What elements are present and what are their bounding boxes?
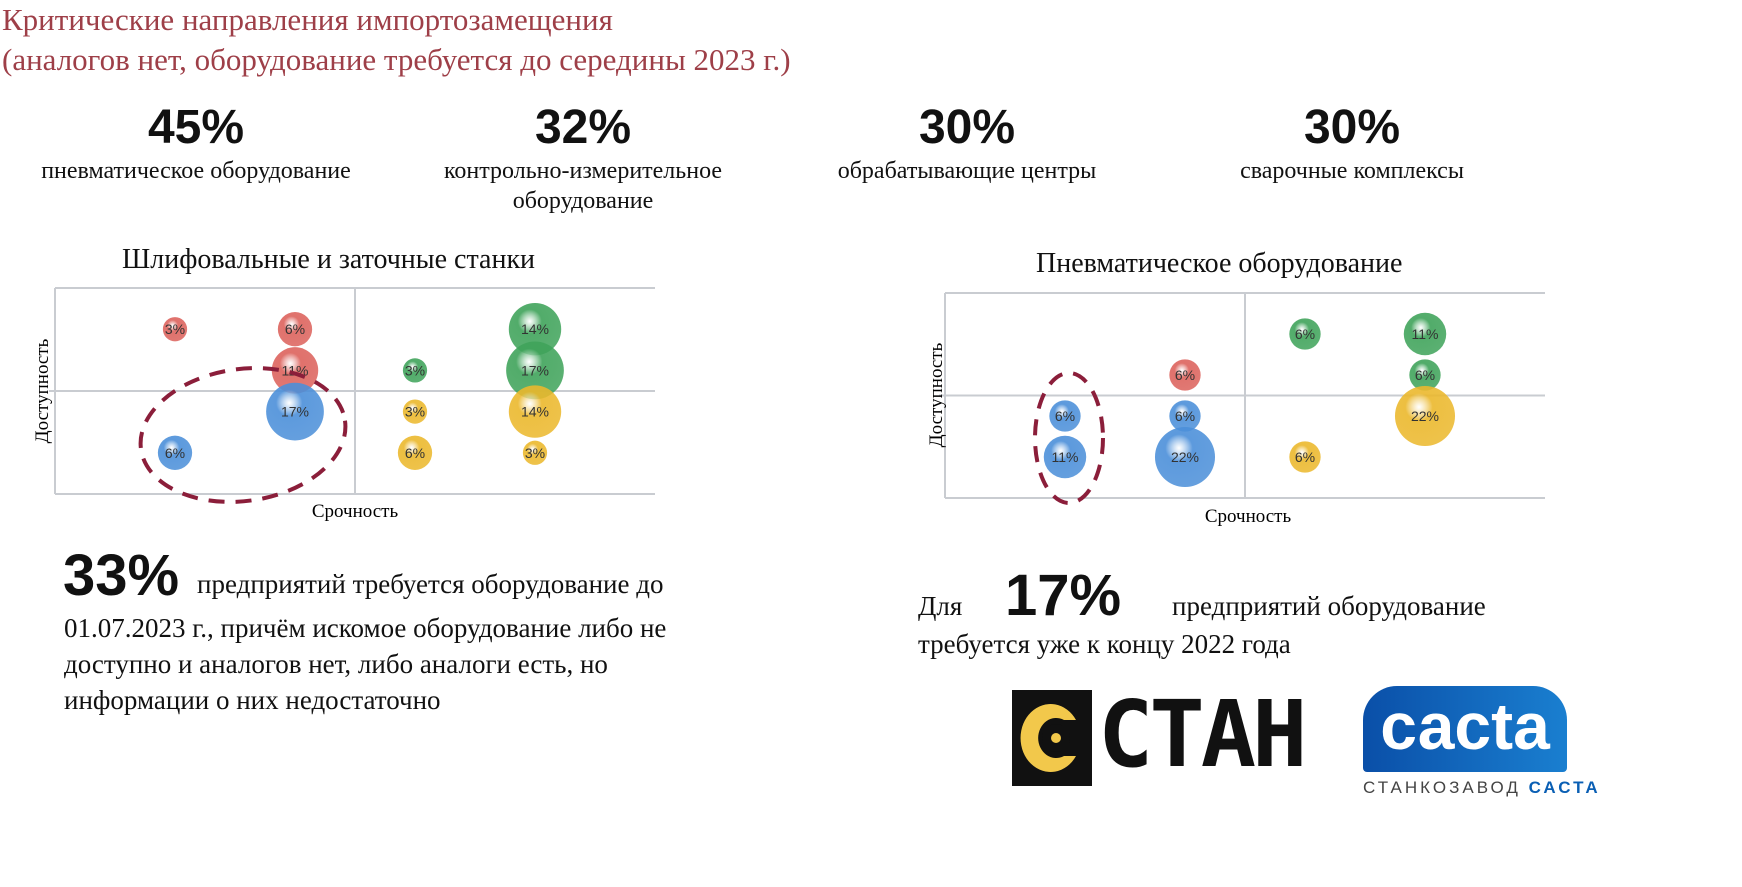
stat-pneumatic: 45% пневматическое оборудование [6, 100, 386, 186]
left-note-line1: предприятий требуется оборудование до [197, 569, 664, 599]
right-note-prefix: Для [918, 591, 963, 621]
chart2-title: Пневматическое оборудование [1036, 248, 1403, 279]
bubble-label: 3% [405, 362, 425, 378]
bubble-label: 6% [1415, 367, 1435, 383]
stan-logo-mark [1012, 690, 1092, 786]
stat-value: 30% [1303, 101, 1401, 154]
stat-label: обрабатывающие центры [837, 158, 1097, 184]
bubble-yellow [397, 435, 433, 470]
chart1-title: Шлифовальные и заточные станки [122, 244, 536, 275]
stat-value: 32% [534, 101, 632, 154]
sasta-caption: СТАНКОЗАВОД САСТА [1363, 778, 1601, 798]
bubble-label: 17% [521, 362, 549, 378]
right-note-value: 17% [1005, 563, 1122, 628]
sasta-logo: сасta [1363, 686, 1567, 772]
bubble-label: 14% [521, 321, 549, 337]
x-axis-label: Срочность [312, 501, 399, 522]
bubble-green [508, 303, 562, 356]
right-note-suffix: предприятий оборудование [1172, 591, 1486, 621]
bubble-label: 6% [1295, 449, 1315, 465]
bubble-chart-pneumatic: Срочность Доступность 6% 11% 6% 6% 22% 6% 6% 11% 6… [926, 292, 1545, 527]
bubble-label: 6% [165, 445, 185, 461]
left-note-line4: информации о них недостаточно [64, 685, 441, 715]
stat-welding: 30% сварочные комплексы [1162, 100, 1542, 186]
right-note-line2: требуется уже к концу 2022 года [918, 629, 1291, 659]
bubble-blue [1154, 426, 1216, 488]
stat-value: 30% [918, 101, 1016, 154]
bubble-green [1403, 312, 1447, 356]
bubble-blue [1169, 400, 1201, 432]
bubble-label: 3% [165, 321, 185, 337]
left-note-line2: 01.07.2023 г., причём искомое оборудован… [64, 613, 667, 643]
stan-logo-text: СТАН [1098, 681, 1308, 788]
bubble-label: 6% [1175, 408, 1195, 424]
bubble-green [506, 341, 564, 400]
gear-icon [1020, 704, 1076, 772]
stat-machining-centers: 30% обрабатывающие центры [777, 100, 1157, 186]
bubble-blue [1049, 400, 1081, 432]
bubble-label: 6% [1175, 367, 1195, 383]
sasta-caption-b: САСТА [1528, 778, 1601, 797]
bubble-red [271, 347, 319, 394]
bubble-yellow [508, 385, 562, 438]
bubble-red [1169, 359, 1201, 391]
y-axis-label: Доступность [32, 338, 53, 443]
bubble-green [1409, 359, 1441, 391]
bubble-blue [266, 382, 324, 441]
bubble-label: 11% [1052, 449, 1079, 465]
bubble-label: 6% [1295, 326, 1315, 342]
bubble-blue [157, 435, 193, 470]
bubble-label: 3% [405, 404, 425, 420]
stat-measuring: 32% контрольно-измерительное оборудовани… [393, 100, 773, 216]
stat-value: 45% [147, 101, 245, 154]
bubble-red [162, 317, 188, 342]
page-title-line1: Критические направления импортозамещения [2, 2, 613, 37]
stat-label: сварочные комплексы [1240, 158, 1464, 184]
bubble-label: 6% [285, 321, 305, 337]
sasta-caption-a: СТАНКОЗАВОД [1363, 778, 1521, 797]
bubble-label: 22% [1171, 449, 1199, 465]
page-title-line2: (аналогов нет, оборудование требуется до… [2, 42, 791, 77]
left-note-line3: доступно и аналогов нет, либо аналоги ес… [64, 649, 608, 679]
stat-label: пневматическое оборудование [41, 158, 351, 184]
stat-label: контрольно-измерительное оборудование [443, 158, 723, 214]
bubble-red [277, 312, 313, 347]
y-axis-label: Доступность [926, 342, 947, 447]
bubble-label: 22% [1411, 408, 1439, 424]
bubble-green [402, 358, 428, 383]
bubble-blue [1043, 435, 1087, 479]
x-axis-label: Срочность [1205, 506, 1292, 527]
highlight-ellipse [138, 366, 348, 504]
left-note-value: 33% [63, 543, 180, 608]
bubble-yellow [1289, 441, 1321, 473]
bubble-label: 17% [281, 404, 309, 420]
bubble-label: 14% [521, 404, 549, 420]
bubble-label: 3% [525, 445, 545, 461]
highlight-ellipse [1033, 371, 1105, 505]
bubble-green [1289, 318, 1321, 350]
bubble-yellow [402, 399, 428, 424]
bubble-yellow [1394, 385, 1456, 447]
bubble-label: 11% [1412, 326, 1439, 342]
bubble-label: 6% [1055, 408, 1075, 424]
bubble-label: 6% [405, 445, 425, 461]
bubble-yellow [522, 440, 548, 465]
